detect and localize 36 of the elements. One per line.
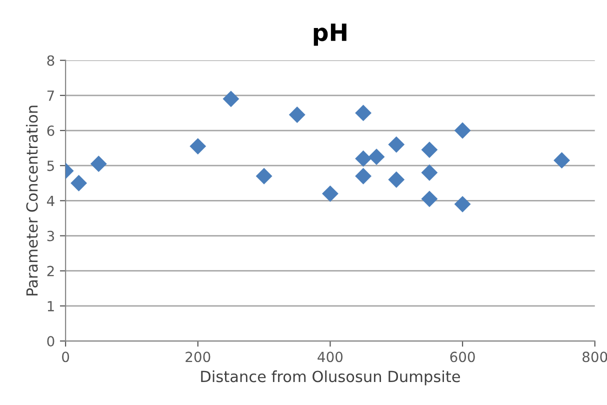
point: [421, 164, 438, 181]
y-tick-label: 0: [47, 336, 54, 346]
point: [388, 136, 405, 153]
x-tick-label: 600: [450, 352, 475, 362]
y-tick-label: 8: [47, 55, 54, 66]
chart-title: pH: [314, 24, 346, 46]
point: [70, 174, 88, 192]
y-tick-label: 3: [47, 230, 54, 242]
x-tick-label: 800: [582, 352, 607, 362]
point: [421, 142, 438, 158]
point: [368, 148, 385, 166]
point: [256, 168, 272, 184]
point: [288, 106, 306, 123]
point: [90, 156, 107, 172]
y-tick-label: 4: [46, 196, 54, 206]
y-tick-label: 6: [47, 125, 54, 136]
point: [388, 171, 405, 188]
point: [454, 196, 471, 212]
x-tick-label: 400: [318, 352, 343, 362]
point: [554, 152, 570, 169]
point: [454, 122, 471, 139]
y-tick-label: 7: [47, 90, 54, 101]
x-tick-label: 200: [186, 352, 210, 362]
y-tick-label: 2: [47, 266, 54, 276]
point: [355, 150, 372, 167]
y-tick-label: 5: [47, 160, 54, 172]
point: [355, 168, 372, 184]
point: [421, 190, 438, 208]
x-axis-title: Distance from Olusosun Dumpsite: [201, 370, 460, 386]
point: [222, 90, 240, 108]
point: [190, 138, 206, 155]
y-axis-title: Parameter Concentration: [26, 106, 38, 296]
y-tick-label: 1: [48, 301, 54, 312]
x-tick-label: 0: [62, 352, 70, 362]
point: [355, 104, 372, 122]
point: [322, 185, 338, 202]
